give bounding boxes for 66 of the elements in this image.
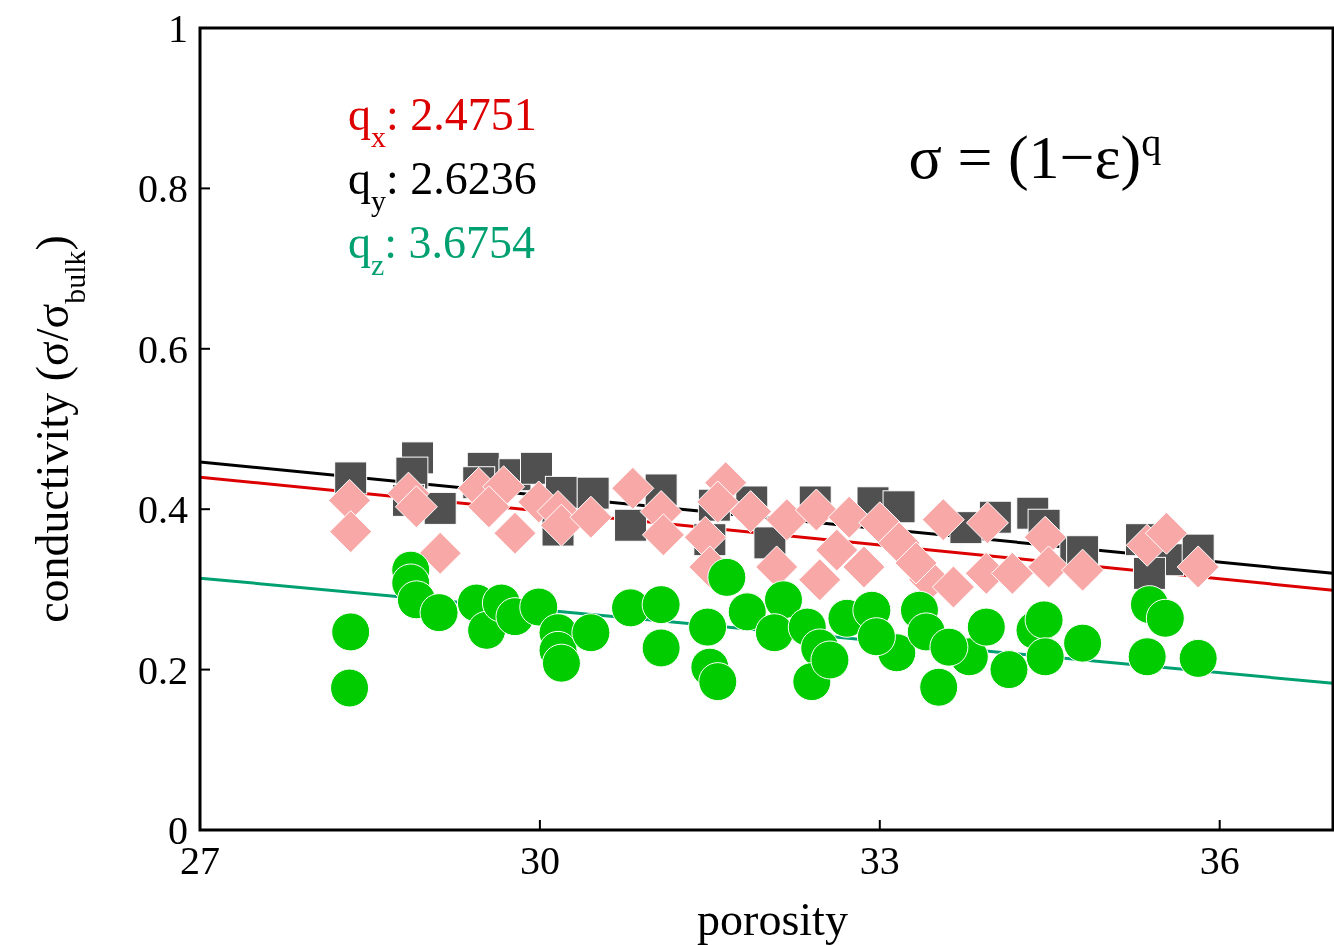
point bbox=[419, 593, 459, 633]
point bbox=[989, 650, 1029, 690]
point bbox=[688, 607, 728, 647]
annotation: σ = (1−ε)$^{q}$ bbox=[908, 119, 1162, 192]
point bbox=[919, 667, 959, 707]
point bbox=[1024, 600, 1064, 640]
y-tick-label: 0.6 bbox=[138, 326, 188, 372]
y-tick-label: 0.8 bbox=[138, 166, 188, 212]
point bbox=[1063, 623, 1103, 663]
point bbox=[698, 662, 738, 702]
point bbox=[641, 585, 681, 625]
point bbox=[965, 501, 1009, 545]
point bbox=[394, 485, 438, 529]
point bbox=[929, 627, 969, 667]
point bbox=[858, 501, 902, 545]
point bbox=[729, 490, 773, 534]
y-tick-label: 1 bbox=[168, 6, 188, 51]
x-tick-label: 36 bbox=[1199, 838, 1240, 883]
x-axis-title: porosity bbox=[697, 894, 848, 945]
annotation: q$_{y}$: 2.6236 bbox=[348, 153, 537, 217]
point bbox=[611, 466, 655, 510]
point bbox=[614, 508, 648, 542]
point bbox=[1176, 545, 1220, 589]
annotation: q$_{z}$: 3.6754 bbox=[348, 217, 536, 281]
point bbox=[966, 607, 1006, 647]
point bbox=[329, 510, 373, 554]
point bbox=[842, 545, 886, 589]
point bbox=[856, 617, 896, 657]
point bbox=[330, 668, 370, 708]
annotation: q$_{x}$: 2.4751 bbox=[348, 89, 537, 153]
point bbox=[519, 587, 559, 627]
point bbox=[921, 498, 965, 542]
y-tick-label: 0.4 bbox=[138, 487, 188, 533]
point bbox=[641, 513, 685, 557]
point bbox=[1145, 598, 1185, 638]
point bbox=[1061, 548, 1105, 592]
point bbox=[569, 495, 613, 539]
point bbox=[990, 551, 1034, 595]
point bbox=[539, 503, 583, 547]
point bbox=[493, 511, 537, 555]
x-tick-label: 33 bbox=[859, 838, 900, 883]
point bbox=[520, 451, 553, 485]
point bbox=[794, 488, 838, 532]
point bbox=[810, 640, 850, 680]
point bbox=[754, 613, 794, 653]
point bbox=[764, 580, 803, 620]
x-tick-label: 30 bbox=[519, 838, 560, 883]
point bbox=[931, 565, 975, 609]
point bbox=[815, 528, 859, 572]
point bbox=[707, 557, 747, 597]
point bbox=[798, 558, 842, 602]
point bbox=[1178, 638, 1218, 678]
point bbox=[1025, 637, 1065, 677]
point bbox=[1127, 637, 1167, 677]
point bbox=[894, 541, 938, 585]
point bbox=[641, 628, 681, 668]
point bbox=[1144, 511, 1188, 555]
point bbox=[541, 643, 581, 683]
point bbox=[765, 498, 809, 542]
point bbox=[418, 531, 462, 575]
y-tick-label: 0.2 bbox=[138, 647, 188, 693]
point bbox=[331, 612, 371, 652]
point bbox=[727, 592, 767, 632]
point bbox=[467, 485, 511, 529]
point bbox=[696, 480, 740, 524]
point bbox=[571, 613, 611, 653]
